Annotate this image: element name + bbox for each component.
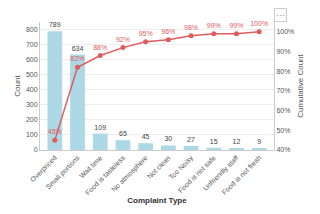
svg-text:Too Noisy: Too Noisy [168,154,196,182]
svg-text:800: 800 [26,26,38,33]
svg-text:0: 0 [34,146,38,153]
svg-text:Complaint Type: Complaint Type [127,196,187,205]
svg-text:15: 15 [210,138,218,145]
svg-text:Wait time: Wait time [78,154,103,179]
svg-text:98%: 98% [184,24,198,31]
svg-text:Count: Count [13,75,22,97]
svg-text:60%: 60% [276,107,290,114]
svg-text:9: 9 [257,138,261,145]
svg-text:···: ··· [276,10,285,20]
svg-text:92%: 92% [116,36,130,43]
svg-text:Unfriendly staff: Unfriendly staff [202,154,241,193]
svg-text:109: 109 [94,124,106,131]
svg-text:No atmosphere: No atmosphere [110,154,150,194]
svg-text:40%: 40% [276,146,290,153]
svg-text:99%: 99% [229,22,243,29]
svg-text:50%: 50% [276,127,290,134]
svg-text:634: 634 [72,45,84,52]
svg-text:30: 30 [164,135,172,142]
svg-text:Overpriced: Overpriced [29,154,59,184]
svg-text:82%: 82% [71,55,85,62]
svg-text:12: 12 [233,138,241,145]
svg-text:100: 100 [26,131,38,138]
svg-text:100%: 100% [250,20,268,27]
svg-text:500: 500 [26,71,38,78]
svg-text:100%: 100% [276,28,294,35]
svg-text:96%: 96% [161,28,175,35]
svg-text:600: 600 [26,56,38,63]
svg-text:Food is not safe: Food is not safe [177,154,217,194]
svg-text:99%: 99% [207,22,221,29]
svg-text:45%: 45% [48,128,62,135]
svg-text:90%: 90% [276,48,290,55]
svg-text:200: 200 [26,116,38,123]
svg-text:95%: 95% [139,30,153,37]
svg-text:300: 300 [26,101,38,108]
svg-text:45: 45 [142,133,150,140]
svg-text:400: 400 [26,86,38,93]
svg-text:65: 65 [119,130,127,137]
svg-text:Food is not fresh: Food is not fresh [221,154,263,196]
svg-text:88%: 88% [93,44,107,51]
svg-text:80%: 80% [276,68,290,75]
svg-text:27: 27 [187,136,195,143]
svg-text:70%: 70% [276,87,290,94]
svg-text:700: 700 [26,41,38,48]
svg-text:Small portions: Small portions [44,154,81,191]
svg-text:Not clean: Not clean [146,154,172,180]
svg-text:Food is tasteless: Food is tasteless [84,154,126,196]
svg-text:789: 789 [49,21,61,28]
svg-text:Cumulative Count: Cumulative Count [296,53,305,117]
